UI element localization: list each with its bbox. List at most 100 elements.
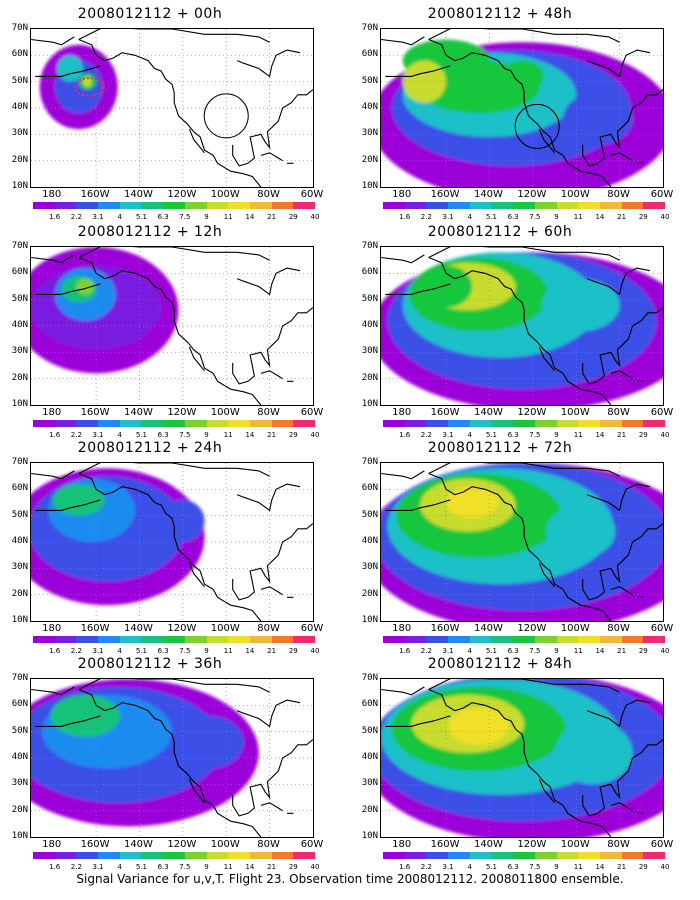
colorbar-swatch: [578, 202, 600, 209]
coastline: [610, 152, 633, 162]
colorbar-swatch: [98, 420, 120, 427]
y-tick-label: 70N: [11, 23, 28, 33]
colorbar-swatch: [54, 202, 77, 209]
coastline: [78, 688, 262, 837]
variance-contour: [541, 278, 620, 332]
colorbar-label: 9: [554, 431, 559, 439]
coastline: [188, 778, 205, 804]
colorbar-swatch: [33, 852, 55, 859]
coastline: [428, 38, 612, 187]
colorbar-label: 2.2: [70, 863, 82, 871]
coastline: [385, 499, 451, 511]
x-tick-label: 160W: [80, 407, 110, 418]
colorbar-swatch: [556, 852, 579, 859]
y-tick-label: 60N: [11, 267, 28, 278]
colorbar-label: 4: [117, 431, 122, 439]
x-tick-label: 120W: [167, 189, 197, 200]
colorbar-swatch: [163, 202, 185, 209]
map-panel: 2008012112 + 60h 70N 60N 50N 40N 30N 20N 10N 180…: [350, 224, 674, 439]
colorbar-label: 9: [554, 863, 559, 871]
colorbar-label: 5.1: [135, 213, 148, 221]
colorbar-label: 6.3: [157, 647, 169, 655]
y-tick-label: 10N: [361, 831, 378, 841]
coastline: [385, 283, 451, 295]
colorbar-swatch: [534, 202, 557, 209]
colorbar-label: 1.6: [399, 431, 411, 439]
y-tick-label: 30N: [361, 778, 378, 789]
coastline: [381, 254, 425, 264]
y-tick-label: 10N: [11, 399, 28, 409]
colorbar-swatch: [383, 852, 405, 859]
y-tick-label: 40N: [361, 752, 378, 762]
colorbar-swatch: [206, 420, 229, 427]
variance-contour: [448, 707, 509, 745]
x-tick-label: 100W: [210, 839, 240, 850]
panel-title: 2008012112 + 00h: [77, 6, 223, 22]
colorbar-label: 4: [117, 213, 122, 221]
colorbar-label: 4: [117, 647, 122, 655]
colorbar-label: 6.3: [507, 863, 519, 871]
colorbar-swatch: [228, 420, 250, 427]
colorbar-swatch: [76, 636, 99, 643]
y-tick-label: 70N: [11, 673, 28, 683]
colorbar-swatch: [76, 202, 99, 209]
coastline: [586, 483, 651, 512]
colorbar-label: 2.2: [420, 863, 432, 871]
map-panel: 2008012112 + 00h 70N 60N 50N 40N 30N 20N 10N 180…: [0, 6, 324, 221]
coastline: [78, 29, 270, 43]
coastline: [188, 346, 205, 372]
y-tick-label: 50N: [361, 293, 378, 304]
variance-contour: [554, 721, 633, 785]
x-tick-label: 120W: [167, 623, 197, 634]
colorbar: [383, 420, 665, 427]
y-tick-label: 30N: [361, 128, 378, 139]
colorbar-swatch: [469, 852, 492, 859]
coastline: [385, 715, 451, 727]
coastline: [188, 128, 205, 154]
colorbar-swatch: [271, 852, 294, 859]
coastline: [538, 778, 555, 804]
colorbar-label: 2.2: [70, 647, 82, 655]
colorbar-swatch: [578, 852, 600, 859]
colorbar-swatch: [76, 420, 99, 427]
coastline: [232, 307, 313, 385]
variance-contour: [161, 499, 205, 542]
colorbar-label: 9: [204, 863, 209, 871]
colorbar-swatch: [599, 420, 622, 427]
x-tick-label: 140W: [123, 407, 153, 418]
flight-track: [74, 76, 105, 97]
coastline: [428, 247, 620, 261]
colorbar-label: 9: [554, 647, 559, 655]
colorbar-swatch: [141, 420, 164, 427]
colorbar-swatch: [228, 852, 250, 859]
coastline: [236, 699, 301, 728]
y-tick-label: 70N: [361, 23, 378, 33]
colorbar-swatch: [491, 202, 514, 209]
colorbar-swatch: [33, 202, 55, 209]
colorbar: [33, 202, 315, 209]
coastline: [381, 686, 425, 696]
colorbar-label: 2.2: [70, 213, 82, 221]
coastline: [428, 688, 612, 837]
colorbar-swatch: [383, 202, 405, 209]
colorbar-swatch: [141, 852, 164, 859]
coastline: [385, 65, 451, 77]
colorbar-label: 21: [617, 213, 627, 221]
colorbar-swatch: [643, 852, 665, 859]
colorbar-label: 40: [660, 213, 670, 221]
y-tick-label: 10N: [361, 181, 378, 191]
coastline: [538, 128, 555, 154]
colorbar-label: 29: [288, 213, 298, 221]
panel-title: 2008012112 + 48h: [427, 6, 573, 22]
colorbar-label: 3.1: [442, 647, 454, 655]
colorbar: [33, 636, 315, 643]
y-tick-label: 30N: [11, 778, 28, 789]
colorbar-swatch: [491, 420, 514, 427]
coastline: [381, 36, 425, 46]
coastline: [582, 739, 663, 817]
y-tick-label: 10N: [361, 399, 378, 409]
colorbar-swatch: [206, 636, 229, 643]
x-tick-label: 60W: [650, 839, 674, 850]
colorbar-label: 21: [267, 647, 277, 655]
colorbar-label: 5.1: [485, 863, 498, 871]
